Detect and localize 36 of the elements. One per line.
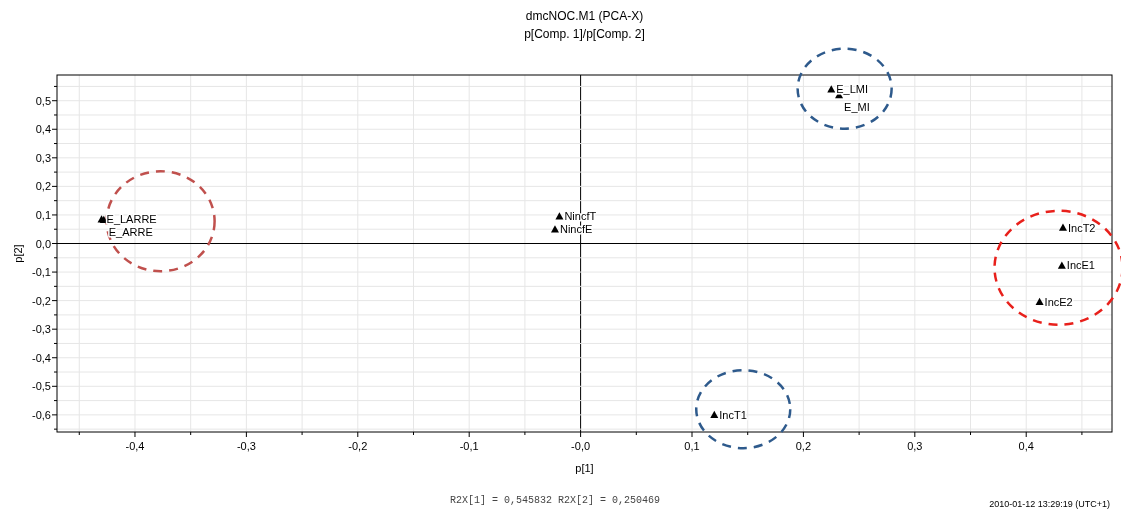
- y-tick-label: 0,4: [35, 123, 51, 136]
- annotation: IncT1: [719, 408, 747, 421]
- y-tick-label: 0,0: [35, 237, 51, 250]
- annotation: NincfT: [564, 210, 597, 223]
- y-tick-label: -0,1: [32, 266, 51, 279]
- x-tick-label: 0,3: [907, 440, 923, 452]
- x-tick-label: 0,2: [795, 440, 812, 452]
- text: 2010-01-12 13:29:19 (UTC+1): [989, 499, 1110, 509]
- y-tick-label: -0,2: [32, 294, 51, 307]
- y-tick-label: -0,4: [32, 351, 51, 364]
- x-tick-label: -0,1: [459, 440, 479, 452]
- y-tick-label: 0,2: [35, 180, 51, 193]
- text: R2X[1] = 0,545832 R2X[2] = 0,250469: [449, 495, 661, 506]
- annotation: IncE2: [1044, 295, 1073, 308]
- y-tick-label: 0,1: [35, 208, 51, 221]
- annotation: E_LMI: [836, 83, 869, 96]
- y-tick-label: 0,3: [35, 151, 51, 164]
- x-tick-label: -0,2: [348, 440, 368, 452]
- chart-title: dmcNOC.M1 (PCA-X): [525, 9, 644, 23]
- x-tick-label: -0,0: [571, 440, 591, 452]
- y-tick-label: -0,5: [32, 380, 51, 393]
- y-axis-title: p[2]: [12, 244, 24, 263]
- annotation: NincfE: [559, 223, 593, 236]
- annotation: IncE1: [1066, 259, 1096, 272]
- x-tick-label: -0,3: [236, 440, 256, 452]
- y-tick-label: -0,6: [32, 408, 51, 421]
- annotation: E_MI: [844, 100, 870, 113]
- x-tick-label: 0,1: [684, 440, 700, 452]
- annotation: IncT2: [1067, 221, 1096, 234]
- chart-subtitle: p[Comp. 1]/p[Comp. 2]: [524, 27, 645, 41]
- x-axis-title: p[1]: [575, 462, 594, 474]
- x-tick-label: 0,4: [1018, 440, 1034, 452]
- x-tick-label: -0,4: [125, 440, 145, 452]
- y-tick-label: -0,3: [32, 323, 51, 336]
- y-tick-label: 0,5: [35, 94, 51, 107]
- annotation: E_ARRE: [108, 225, 153, 238]
